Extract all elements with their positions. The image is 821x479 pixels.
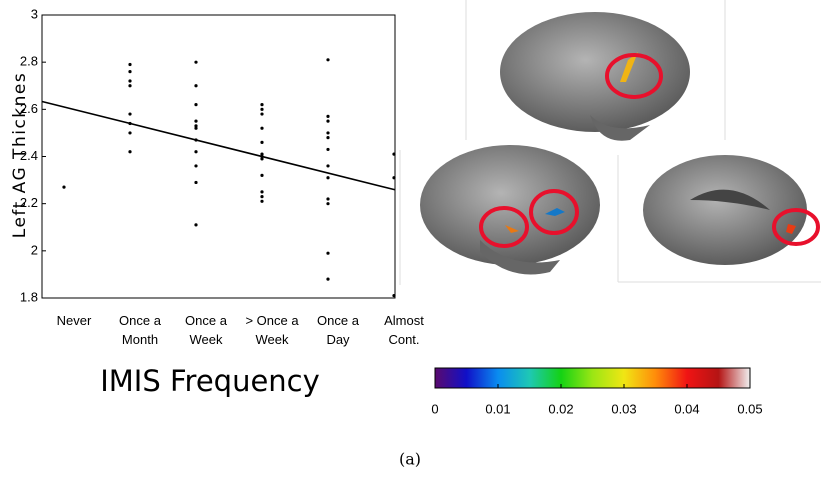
point (326, 136, 330, 140)
point (194, 60, 198, 64)
point (326, 114, 330, 119)
colorbar (434, 367, 751, 389)
roi-circle (479, 206, 529, 248)
point (128, 150, 132, 154)
plot-frame (41, 14, 396, 299)
y-tick-label: 2.2 (20, 195, 38, 210)
point (260, 140, 264, 144)
point (260, 194, 264, 199)
point (326, 58, 330, 62)
x-tick-line: Once a (185, 313, 228, 328)
point (326, 202, 330, 206)
point (260, 190, 264, 194)
point (392, 294, 396, 298)
y-tick-label: 1.8 (20, 289, 38, 304)
point (326, 251, 330, 255)
trend-line (41, 100, 396, 191)
x-tick-line: Once a (119, 313, 162, 328)
brain-top (500, 12, 690, 132)
x-tick-label: Almost Cont. (384, 313, 424, 347)
y-tick-label: 3 (31, 6, 38, 21)
point (326, 176, 330, 180)
point (128, 70, 132, 74)
point (260, 126, 264, 130)
point (326, 147, 330, 152)
x-tick-line: Cont. (388, 332, 419, 347)
x-tick-line: Once a (317, 313, 360, 328)
point (326, 164, 330, 168)
x-tick-line: Week (256, 332, 289, 347)
point (326, 119, 330, 123)
roi-circle (605, 53, 663, 99)
colorbar-tick-label: 0.05 (737, 401, 762, 416)
x-axis-label: IMIS Frequency (100, 364, 320, 398)
point (128, 131, 132, 135)
point (260, 107, 264, 111)
roi-circle (529, 189, 579, 235)
y-tick-label: 2.8 (20, 54, 38, 69)
x-tick-line: Month (122, 332, 158, 347)
caption: (a) (399, 450, 421, 469)
point (128, 112, 132, 116)
point (260, 103, 264, 107)
point (326, 277, 330, 281)
x-tick-label: Once a Week (185, 313, 228, 347)
x-tick-label: > Once a Week (245, 313, 299, 347)
point (62, 185, 66, 189)
point (128, 84, 132, 88)
colorbar-tick-label: 0.03 (611, 401, 636, 416)
x-tick-line: Never (57, 313, 92, 328)
point (128, 79, 132, 83)
x-tick-line: Almost (384, 313, 424, 328)
point (260, 173, 264, 177)
point (326, 197, 330, 201)
x-tick-line: Day (326, 332, 350, 347)
point (194, 223, 198, 227)
colorbar-tick-label: 0.04 (674, 401, 699, 416)
point (392, 152, 396, 156)
brain-images (399, 0, 821, 285)
point (194, 103, 198, 107)
roi-circle (772, 208, 820, 246)
y-tick-label: 2.6 (20, 101, 38, 116)
colorbar-tick-label: 0.02 (548, 401, 573, 416)
point (260, 112, 264, 116)
brain-left (420, 145, 600, 265)
point (194, 164, 198, 168)
x-tick-line: > Once a (245, 313, 299, 328)
point (194, 84, 198, 88)
point (194, 119, 198, 123)
y-tick-label: 2.4 (20, 148, 38, 163)
y-tick-label: 2 (31, 242, 38, 257)
colorbar-tick-label: 0 (431, 401, 438, 416)
x-tick-line: Week (190, 332, 223, 347)
x-tick-label: Once a Day (317, 313, 360, 347)
x-tick-label: Once a Month (119, 313, 162, 347)
point (260, 157, 264, 161)
point (260, 199, 264, 203)
point (194, 126, 198, 130)
point (326, 131, 330, 135)
colorbar-tick-label: 0.01 (485, 401, 510, 416)
brain-right (643, 155, 807, 265)
point (194, 124, 198, 128)
point (260, 152, 264, 156)
point (128, 62, 132, 67)
y-axis-label: Left AG Thicknes (10, 72, 30, 238)
point (392, 176, 396, 180)
point (194, 150, 198, 154)
point (194, 180, 198, 185)
x-tick-label: Never (57, 313, 92, 328)
